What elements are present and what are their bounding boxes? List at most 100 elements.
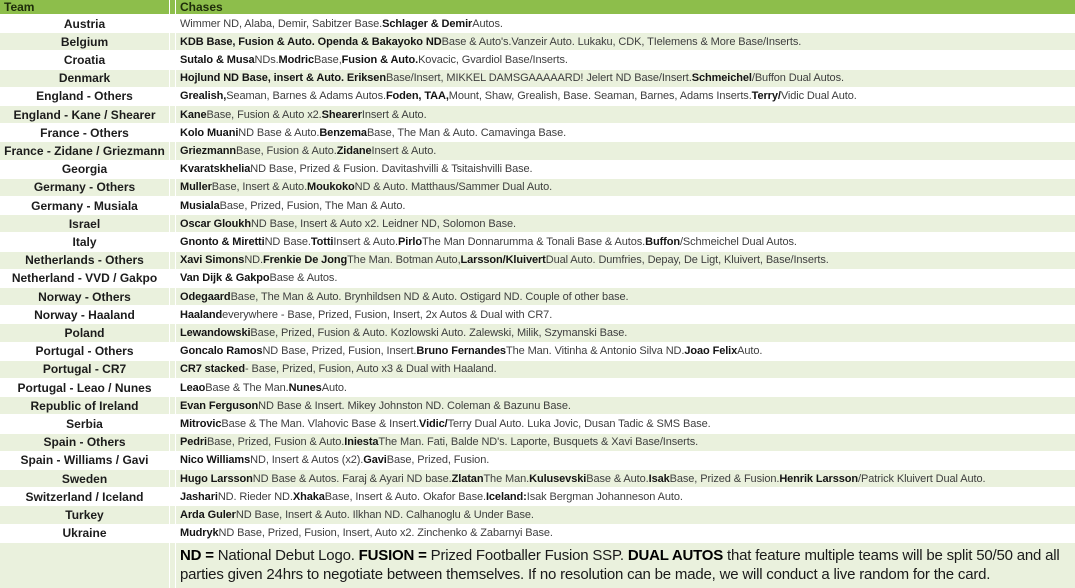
table-row: Turkey Arda Guler ND Base, Insert & Auto.… bbox=[0, 506, 1075, 525]
column-gap bbox=[170, 0, 176, 14]
chases-cell: Hojlund ND Base, insert & Auto. Eriksen … bbox=[176, 69, 1075, 87]
chase-text-bold: Moukoko bbox=[307, 181, 355, 194]
chase-text-bold: Odegaard bbox=[180, 290, 231, 303]
chase-text: Base & Auto's.Vanzeir Auto. Lukaku, CDK,… bbox=[441, 35, 802, 48]
chase-text-bold: Joao Felix bbox=[684, 345, 738, 358]
column-gap bbox=[170, 470, 176, 488]
team-cell: Ukraine bbox=[0, 524, 170, 542]
chase-text-bold: DUAL AUTOS bbox=[627, 547, 724, 564]
chase-text: Insert & Auto. bbox=[371, 145, 437, 158]
table-row: England - Kane / Shearer Kane Base, Fusio… bbox=[0, 106, 1075, 125]
team-cell: Croatia bbox=[0, 51, 170, 69]
chases-cell: Arda Guler ND Base, Insert & Auto. Ilkha… bbox=[176, 506, 1075, 524]
chase-text: Base, The Man & Auto. Camavinga Base. bbox=[366, 126, 567, 139]
column-gap bbox=[170, 142, 176, 160]
chases-cell: Wimmer ND, Alaba, Demir, Sabitzer Base. … bbox=[176, 15, 1075, 33]
column-gap bbox=[170, 433, 176, 451]
column-gap bbox=[170, 215, 176, 233]
table-row: Netherland - VVD / Gakpo Van Dijk & Gakpo… bbox=[0, 269, 1075, 289]
chase-text-bold: Foden, TAA, bbox=[385, 90, 449, 103]
chase-text-bold: Gnonto & Miretti bbox=[180, 236, 265, 249]
chase-text: Base & Auto. bbox=[586, 472, 649, 485]
chase-text: Base & The Man. bbox=[205, 381, 289, 394]
table-row: Serbia Mitrovic Base & The Man. Vlahovic … bbox=[0, 415, 1075, 434]
table-row: Ukraine Mudryk ND Base, Prized, Fusion, I… bbox=[0, 524, 1075, 543]
chase-text: that feature multiple teams will be spli… bbox=[180, 547, 1060, 583]
team-cell: Norway - Others bbox=[0, 288, 170, 306]
chases-cell: Evan Ferguson ND Base & Insert. Mikey Jo… bbox=[176, 397, 1075, 415]
column-gap bbox=[170, 33, 176, 51]
table-row: Norway - Others Odegaard Base, The Man & … bbox=[0, 288, 1075, 307]
chase-text: ND Base & Autos. Faraj & Ayari ND base. bbox=[252, 472, 452, 485]
team-cell: Spain - Williams / Gavi bbox=[0, 451, 170, 470]
chase-text-bold: Hugo Larsson bbox=[180, 472, 253, 485]
chase-text: Seaman, Barnes & Adams Autos. bbox=[226, 90, 386, 103]
chase-text-bold: Sutalo & Musa bbox=[180, 54, 255, 66]
chase-text-bold: Zidane bbox=[336, 145, 372, 158]
chase-text: Base, Insert & Auto. bbox=[211, 181, 308, 194]
chase-text-bold: Modric bbox=[278, 54, 315, 66]
team-cell: Denmark bbox=[0, 69, 170, 87]
chase-text: ND Base. bbox=[264, 236, 311, 249]
chase-text-bold: Leao bbox=[180, 381, 206, 394]
team-cell: Belgium bbox=[0, 33, 170, 51]
column-gap bbox=[170, 397, 176, 415]
chase-text: National Debut Logo. bbox=[213, 547, 359, 564]
team-cell: Spain - Others bbox=[0, 433, 170, 451]
chase-text-bold: Henrik Larsson bbox=[779, 472, 858, 485]
table-row: Switzerland / Iceland Jashari ND. Rieder … bbox=[0, 488, 1075, 507]
chase-text-bold: Xavi Simons bbox=[180, 254, 245, 267]
column-gap bbox=[170, 124, 176, 142]
chase-text-bold: Goncalo Ramos bbox=[180, 345, 263, 358]
chase-text: - Base, Prized, Fusion, Auto x3 & Dual w… bbox=[244, 363, 497, 376]
chases-cell: Griezmann Base, Fusion & Auto. Zidane In… bbox=[176, 142, 1075, 160]
table-row: Norway - Haaland Haaland everywhere - Bas… bbox=[0, 306, 1075, 325]
chase-text-bold: Griezmann bbox=[180, 145, 236, 158]
chases-cell: Musiala Base, Prized, Fusion, The Man & … bbox=[176, 197, 1075, 215]
chases-cell: Mitrovic Base & The Man. Vlahovic Base &… bbox=[176, 415, 1075, 433]
table-row: Republic of Ireland Evan Ferguson ND Base… bbox=[0, 397, 1075, 416]
column-gap bbox=[170, 415, 176, 433]
table-row: Israel Oscar Gloukh ND Base, Insert & Aut… bbox=[0, 215, 1075, 234]
table-row: Sweden Hugo Larsson ND Base & Autos. Fara… bbox=[0, 470, 1075, 489]
column-gap bbox=[170, 451, 176, 470]
chase-text-bold: Kane bbox=[180, 108, 207, 121]
chase-text: Terry Dual Auto. Luka Jovic, Dusan Tadic… bbox=[447, 418, 711, 431]
column-gap bbox=[170, 178, 176, 197]
chases-cell: Haaland everywhere - Base, Prized, Fusio… bbox=[176, 306, 1075, 324]
chase-text: ND, Insert & Autos (x2). bbox=[250, 454, 364, 467]
chases-cell: KDB Base, Fusion & Auto. Openda & Bakayo… bbox=[176, 33, 1075, 51]
column-header-team: Team bbox=[0, 0, 170, 14]
column-gap bbox=[170, 69, 176, 87]
chases-cell: Lewandowski Base, Prized, Fusion & Auto.… bbox=[176, 324, 1075, 342]
chase-text-bold: Schmeichel bbox=[691, 72, 752, 85]
chase-text-bold: Muller bbox=[180, 181, 212, 194]
team-cell: Georgia bbox=[0, 160, 170, 178]
chase-text: everywhere - Base, Prized, Fusion, Inser… bbox=[222, 308, 553, 321]
chase-text: ND Base & Auto. bbox=[238, 126, 320, 139]
column-gap bbox=[170, 288, 176, 306]
footer-note-row: ND = National Debut Logo. FUSION = Prize… bbox=[0, 543, 1075, 588]
chases-cell: Muller Base, Insert & Auto. Moukoko ND &… bbox=[176, 178, 1075, 197]
chase-text: Base, Prized & Fusion. bbox=[669, 472, 780, 485]
chases-cell: Jashari ND. Rieder ND. Xhaka Base, Inser… bbox=[176, 488, 1075, 506]
team-cell: Switzerland / Iceland bbox=[0, 488, 170, 506]
chase-text: Prized Footballer Fusion SSP. bbox=[426, 547, 628, 564]
table-row: Austria Wimmer ND, Alaba, Demir, Sabitzer… bbox=[0, 15, 1075, 34]
team-cell: Serbia bbox=[0, 415, 170, 433]
team-cell: Poland bbox=[0, 324, 170, 342]
chases-cell: Grealish, Seaman, Barnes & Adams Autos. … bbox=[176, 87, 1075, 106]
table-row: Portugal - CR7 CR7 stacked - Base, Prized… bbox=[0, 360, 1075, 380]
chase-text-bold: CR7 stacked bbox=[180, 363, 245, 376]
column-gap bbox=[170, 106, 176, 124]
table-row: Portugal - Leao / Nunes Leao Base & The M… bbox=[0, 379, 1075, 398]
team-cell: England - Kane / Shearer bbox=[0, 106, 170, 124]
chase-text-bold: Fusion & Auto. bbox=[341, 54, 419, 66]
chase-text: ND Base, Insert & Auto x2. Leidner ND, S… bbox=[250, 217, 516, 230]
chase-text: /Schmeichel Dual Autos. bbox=[679, 236, 797, 249]
chase-text: Dual Auto. Dumfries, Depay, De Ligt, Klu… bbox=[545, 254, 829, 267]
chase-text: Autos. bbox=[472, 17, 503, 30]
chase-text-bold: KDB Base, Fusion & Auto. Openda & Bakayo… bbox=[180, 35, 442, 48]
column-gap bbox=[170, 87, 176, 106]
footer-note: ND = National Debut Logo. FUSION = Prize… bbox=[176, 543, 1075, 588]
